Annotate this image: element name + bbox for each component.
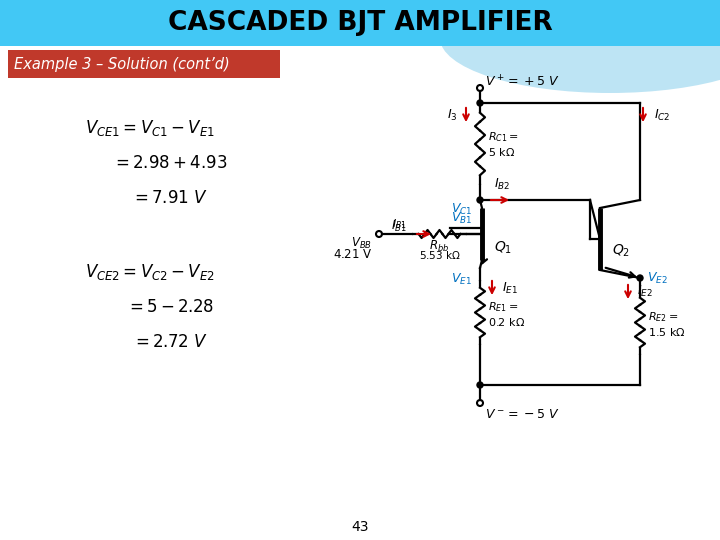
- Text: $I_{B2}$: $I_{B2}$: [494, 177, 510, 192]
- Text: $V_{B1}$: $V_{B1}$: [451, 211, 472, 226]
- Text: $V_{C1}$: $V_{C1}$: [451, 202, 472, 217]
- Text: $5.53$ k$\Omega$: $5.53$ k$\Omega$: [418, 249, 460, 261]
- Bar: [8, 50, 280, 78]
- Circle shape: [637, 275, 643, 281]
- Text: $V_{E2}$: $V_{E2}$: [647, 271, 667, 286]
- Text: $R_{E2} =$
$1.5$ k$\Omega$: $R_{E2} =$ $1.5$ k$\Omega$: [648, 310, 685, 339]
- Text: $V_{CE2} = V_{C2} - V_{E2}$: $V_{CE2} = V_{C2} - V_{E2}$: [85, 262, 215, 282]
- Text: $R_{C1} =$
$5$ k$\Omega$: $R_{C1} =$ $5$ k$\Omega$: [488, 130, 518, 158]
- Text: $V_{CE1} = V_{C1} - V_{E1}$: $V_{CE1} = V_{C1} - V_{E1}$: [85, 118, 215, 138]
- Text: $I_{E1}$: $I_{E1}$: [502, 280, 518, 295]
- Text: 43: 43: [351, 520, 369, 534]
- Text: $= 2.72$ V: $= 2.72$ V: [132, 333, 208, 351]
- Text: $V_{BB}$: $V_{BB}$: [351, 236, 372, 251]
- Ellipse shape: [440, 0, 720, 93]
- Circle shape: [477, 100, 483, 106]
- Text: $R_{E1} =$
$0.2$ k$\Omega$: $R_{E1} =$ $0.2$ k$\Omega$: [488, 301, 525, 328]
- Text: $R_{bb}$: $R_{bb}$: [429, 239, 449, 254]
- Text: $Q_1$: $Q_1$: [494, 240, 512, 256]
- Text: $I_{E2}$: $I_{E2}$: [637, 284, 653, 299]
- Text: $Q_2$: $Q_2$: [612, 243, 630, 259]
- Text: $4.21$ V: $4.21$ V: [333, 248, 372, 261]
- Text: $I_{C2}$: $I_{C2}$: [654, 107, 670, 123]
- Text: $V_{E1}$: $V_{E1}$: [451, 272, 472, 287]
- Text: $V^+ = +5$ V: $V^+ = +5$ V: [485, 75, 559, 90]
- Circle shape: [477, 382, 483, 388]
- Text: $= 5 - 2.28$: $= 5 - 2.28$: [126, 298, 214, 316]
- Text: $= 7.91$ V: $= 7.91$ V: [132, 189, 209, 207]
- Text: $I_3$: $I_3$: [447, 107, 458, 123]
- Text: CASCADED BJT AMPLIFIER: CASCADED BJT AMPLIFIER: [168, 10, 552, 36]
- Text: $= 2.98 + 4.93$: $= 2.98 + 4.93$: [112, 154, 228, 172]
- Text: $I_{B1}$: $I_{B1}$: [392, 217, 407, 231]
- Text: $V^- = -5$ V: $V^- = -5$ V: [485, 408, 559, 421]
- Circle shape: [477, 197, 483, 203]
- Bar: [0, 0, 720, 46]
- Text: $I_{B1}$: $I_{B1}$: [392, 219, 407, 233]
- Text: Example 3 – Solution (cont’d): Example 3 – Solution (cont’d): [14, 57, 230, 71]
